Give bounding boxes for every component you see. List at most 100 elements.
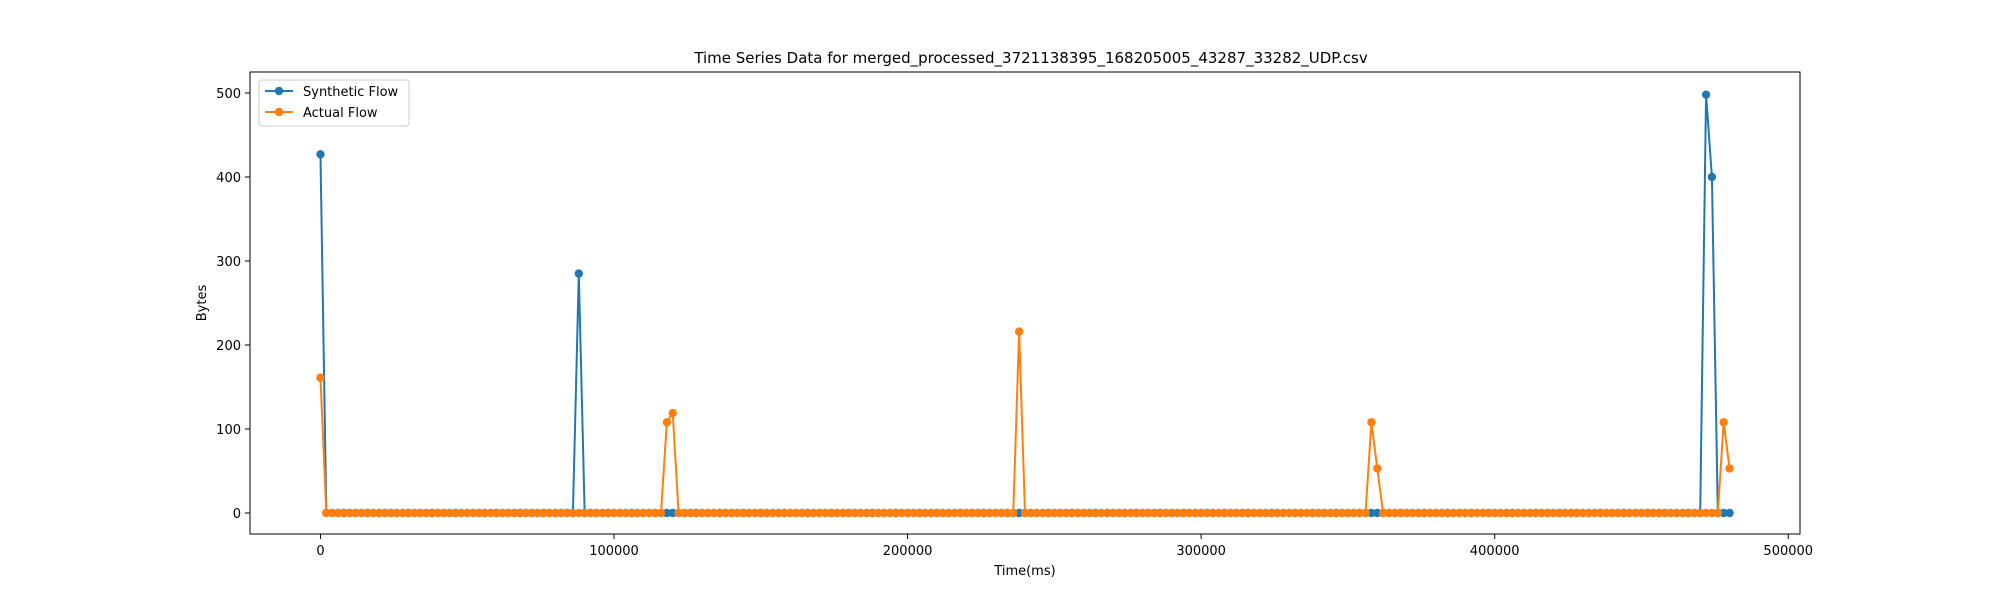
data-point-1-94 — [868, 508, 877, 518]
data-point-1-71 — [733, 508, 742, 518]
data-point-1-203 — [1508, 508, 1517, 518]
data-point-1-124 — [1044, 508, 1053, 518]
data-point-1-77 — [768, 508, 777, 518]
data-point-1-54 — [633, 508, 642, 518]
data-point-1-153 — [1214, 508, 1223, 518]
data-point-1-229 — [1660, 508, 1670, 518]
data-point-1-90 — [844, 508, 854, 518]
y-axis-label: Bytes — [195, 285, 210, 322]
data-point-1-215 — [1578, 508, 1587, 518]
data-point-1-227 — [1649, 508, 1658, 518]
data-point-1-64 — [692, 508, 701, 518]
data-point-1-111 — [967, 508, 977, 518]
data-point-1-136 — [1114, 508, 1124, 518]
data-point-1-114 — [985, 508, 994, 518]
data-point-1-40 — [551, 508, 560, 518]
data-point-1-56 — [645, 508, 654, 518]
x-axis: 0 100000 200000 300000 400000 500000 — [316, 534, 1813, 559]
data-point-1-160 — [1255, 508, 1265, 518]
data-point-1-169 — [1308, 508, 1317, 518]
data-point-1-52 — [621, 508, 630, 518]
data-point-1-208 — [1537, 508, 1546, 518]
data-point-1-171 — [1320, 508, 1329, 518]
data-point-1-228 — [1654, 508, 1664, 518]
data-point-1-48 — [598, 508, 607, 518]
data-point-1-220 — [1607, 508, 1617, 518]
data-point-1-31 — [498, 508, 507, 518]
data-point-1-5 — [345, 508, 355, 518]
data-point-1-47 — [592, 508, 601, 518]
data-point-1-188 — [1420, 508, 1429, 518]
data-point-1-181 — [1378, 508, 1388, 518]
data-point-1-91 — [850, 508, 859, 518]
data-point-1-82 — [797, 508, 807, 518]
data-point-1-95 — [874, 508, 883, 518]
data-point-1-176 — [1349, 508, 1358, 518]
data-point-1-189 — [1425, 508, 1435, 518]
data-point-1-214 — [1572, 508, 1582, 518]
legend-item-0: Synthetic Flow — [265, 85, 399, 100]
data-point-1-239 — [1719, 418, 1728, 427]
data-point-1-30 — [492, 508, 501, 518]
data-point-1-15 — [404, 508, 413, 518]
data-point-1-78 — [774, 508, 783, 518]
data-point-1-218 — [1596, 508, 1605, 518]
data-point-1-85 — [815, 508, 824, 518]
data-point-0-179 — [1367, 508, 1376, 518]
data-point-1-44 — [574, 508, 583, 518]
data-point-1-210 — [1549, 508, 1558, 518]
data-point-1-66 — [703, 508, 713, 518]
data-point-1-219 — [1602, 508, 1611, 518]
legend-label-1: Actual Flow — [303, 106, 378, 121]
data-point-1-191 — [1437, 508, 1447, 518]
data-point-1-137 — [1120, 508, 1130, 518]
data-point-1-138 — [1126, 508, 1135, 518]
legend-label-0: Synthetic Flow — [303, 85, 399, 100]
data-point-1-127 — [1061, 508, 1071, 518]
legend-box — [258, 79, 410, 127]
data-point-1-157 — [1238, 508, 1247, 518]
data-point-1-231 — [1672, 508, 1681, 518]
x-tick-label-4: 400000 — [1470, 544, 1520, 559]
data-point-1-217 — [1590, 508, 1599, 518]
data-point-1-226 — [1643, 508, 1652, 518]
data-point-1-57 — [650, 508, 660, 518]
data-point-1-142 — [1149, 508, 1159, 518]
y-tick-label-3: 300 — [216, 255, 241, 270]
data-point-1-8 — [363, 508, 372, 518]
data-point-1-119 — [1014, 327, 1024, 336]
data-point-1-147 — [1179, 508, 1188, 518]
data-point-1-84 — [809, 508, 818, 518]
data-point-1-126 — [1056, 508, 1065, 518]
data-point-1-178 — [1361, 508, 1370, 518]
data-point-1-21 — [439, 508, 448, 518]
data-point-1-27 — [474, 508, 484, 518]
data-point-1-197 — [1472, 508, 1482, 518]
data-point-1-167 — [1296, 508, 1306, 518]
data-point-1-211 — [1555, 508, 1564, 518]
y-tick-label-1: 100 — [216, 423, 241, 438]
data-point-1-43 — [568, 508, 578, 518]
data-point-1-221 — [1613, 508, 1623, 518]
data-point-1-62 — [680, 508, 689, 518]
data-point-0-60 — [668, 508, 677, 518]
data-point-1-38 — [539, 508, 548, 518]
data-point-1-76 — [762, 508, 771, 518]
x-tick-label-1: 100000 — [589, 544, 639, 559]
data-point-1-113 — [979, 508, 989, 518]
data-point-1-182 — [1384, 508, 1394, 518]
data-point-1-202 — [1502, 508, 1511, 518]
data-point-1-22 — [445, 508, 454, 518]
data-point-1-23 — [451, 508, 460, 518]
data-point-1-25 — [463, 508, 472, 518]
legend-marker-1 — [274, 107, 284, 117]
data-point-1-149 — [1191, 508, 1200, 518]
data-point-1-130 — [1079, 508, 1088, 518]
legend-marker-0 — [274, 86, 284, 96]
data-point-1-234 — [1690, 508, 1699, 518]
data-point-1-41 — [556, 508, 566, 518]
data-point-1-4 — [339, 508, 349, 518]
data-point-1-107 — [944, 508, 953, 518]
x-tick-label-0: 0 — [316, 544, 324, 559]
data-point-1-222 — [1619, 508, 1629, 518]
